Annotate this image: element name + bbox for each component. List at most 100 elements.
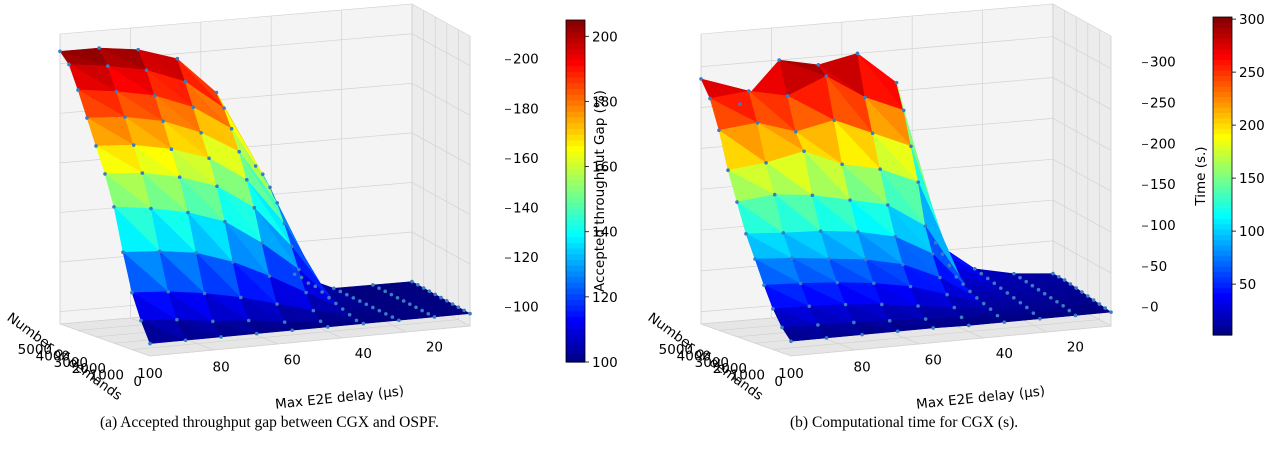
colorbar-step — [1213, 266, 1232, 272]
data-point — [995, 313, 1000, 318]
y-tick-label: 0 — [133, 374, 142, 390]
colorbar-step — [1213, 234, 1232, 241]
z-tick-label: 50 — [1150, 259, 1167, 275]
colorbar-step — [566, 162, 585, 169]
colorbar-step — [566, 236, 585, 243]
surface — [59, 47, 471, 344]
colorbar-step — [1213, 191, 1232, 198]
data-point — [755, 121, 760, 125]
colorbar-step — [1213, 96, 1232, 103]
data-point — [211, 319, 215, 324]
data-point — [895, 329, 900, 334]
data-point — [123, 115, 127, 119]
data-point — [136, 47, 141, 52]
data-point — [753, 257, 757, 261]
data-point — [223, 219, 227, 224]
z-tick-label: 150 — [1150, 177, 1176, 193]
data-point — [802, 149, 806, 154]
surface-facet — [817, 324, 863, 339]
data-point — [229, 126, 234, 131]
data-point — [144, 68, 149, 72]
data-point — [855, 51, 860, 56]
grid-line — [700, 36, 1112, 69]
data-point — [361, 321, 366, 326]
colorbar-step — [566, 82, 585, 89]
colorbar-step — [566, 168, 585, 175]
colorbar-step — [566, 213, 585, 221]
data-point — [67, 62, 71, 67]
data-point — [468, 311, 472, 316]
x-tick-label: 100 — [778, 366, 804, 382]
colorbar-step — [1213, 282, 1232, 288]
data-point — [231, 260, 235, 264]
data-point — [1005, 291, 1010, 295]
data-point — [1051, 271, 1055, 276]
colorbar-step — [566, 327, 585, 335]
data-point — [1091, 298, 1096, 302]
colorbar-step — [1213, 244, 1232, 251]
data-point — [992, 281, 997, 286]
data-point — [1024, 279, 1028, 284]
surface-facet — [960, 317, 1005, 326]
colorbar-step — [566, 265, 585, 272]
colorbar-step — [566, 88, 585, 95]
colorbar-step — [566, 225, 585, 232]
colorbar-step — [1213, 176, 1232, 182]
data-point — [1057, 274, 1061, 279]
data-point — [175, 56, 180, 61]
data-point — [840, 162, 844, 167]
colorbar-step — [566, 270, 585, 278]
data-point — [131, 143, 136, 147]
colorbar-step — [566, 282, 585, 289]
data-point — [420, 308, 424, 313]
data-point — [401, 299, 406, 303]
colorbar-tick-label: 100 — [1239, 224, 1265, 240]
colorbar-step — [1213, 197, 1232, 204]
colorbar-step — [1213, 144, 1232, 151]
data-point — [961, 282, 965, 286]
z-tick-label: 160 — [513, 151, 539, 167]
colorbar-step — [566, 185, 585, 192]
surface-facet — [392, 316, 435, 321]
data-point — [824, 74, 829, 79]
data-point — [901, 108, 906, 113]
data-point — [130, 290, 134, 295]
data-point — [1038, 316, 1042, 321]
colorbar-tick-label: 150 — [1239, 171, 1265, 187]
data-point — [863, 95, 867, 100]
surface-facet — [319, 320, 364, 328]
data-point — [1055, 299, 1059, 304]
x-axis-label: Max E2E delay (µs) — [915, 383, 1045, 412]
colorbar-step — [566, 230, 585, 238]
data-point — [860, 332, 864, 337]
data-point — [735, 200, 739, 204]
data-point — [199, 130, 203, 135]
colorbar-tick-label: 120 — [592, 290, 618, 306]
colorbar-step — [1213, 181, 1232, 188]
data-point — [169, 147, 174, 151]
colorbar-step — [1213, 22, 1232, 29]
data-point — [923, 224, 928, 228]
data-point — [789, 339, 793, 344]
data-point — [246, 318, 251, 323]
colorbar-step — [1213, 303, 1232, 310]
colorbar-frame — [1212, 16, 1233, 336]
colorbar-step — [1213, 297, 1232, 304]
colorbar-step — [1213, 128, 1232, 135]
data-point — [959, 315, 964, 320]
data-point — [916, 304, 920, 308]
x-tick-label: 40 — [355, 346, 372, 362]
data-point — [764, 161, 768, 165]
data-point — [945, 292, 949, 297]
surface-facet — [889, 320, 934, 332]
colorbar-step — [1213, 154, 1232, 161]
x-tick-label: 60 — [284, 353, 301, 369]
data-point — [97, 46, 101, 50]
colorbar-step — [1213, 112, 1232, 119]
data-point — [901, 262, 905, 267]
data-point — [772, 192, 777, 197]
data-point — [377, 308, 382, 313]
surface-facet — [428, 313, 471, 318]
